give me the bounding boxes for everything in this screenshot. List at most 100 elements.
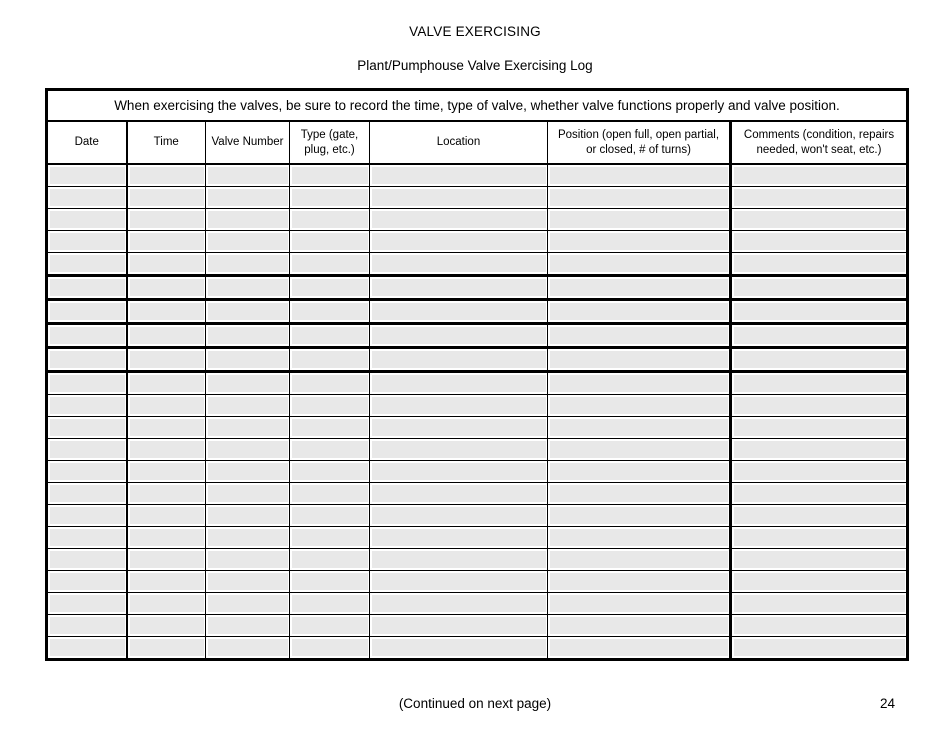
table-cell <box>289 504 370 527</box>
table-cell <box>547 636 731 660</box>
table-cell <box>289 636 370 660</box>
table-cell <box>46 592 127 615</box>
table-cell <box>205 416 290 439</box>
empty-cell-fill <box>208 351 288 368</box>
table-cell <box>547 163 731 187</box>
table-cell <box>125 186 206 209</box>
table-cell <box>729 614 908 637</box>
empty-cell-fill <box>50 397 125 414</box>
empty-cell-fill <box>734 551 905 568</box>
empty-cell-fill <box>208 419 288 436</box>
empty-cell-fill <box>734 397 905 414</box>
table-cell <box>205 636 290 660</box>
table-cell <box>289 460 370 483</box>
table-cell <box>369 438 548 461</box>
table-cell <box>205 230 290 253</box>
empty-cell-fill <box>292 485 368 502</box>
empty-cell-fill <box>550 303 728 320</box>
empty-cell-fill <box>372 485 546 502</box>
empty-cell-fill <box>734 167 905 184</box>
empty-cell-fill <box>208 397 288 414</box>
table-row <box>46 416 908 439</box>
empty-cell-fill <box>50 529 125 546</box>
table-cell <box>46 186 127 209</box>
empty-cell-fill <box>292 419 368 436</box>
empty-cell-fill <box>372 595 546 612</box>
table-cell <box>729 346 908 372</box>
table-cell <box>125 526 206 549</box>
table-cell <box>125 252 206 276</box>
empty-cell-fill <box>550 595 728 612</box>
empty-cell-fill <box>734 595 905 612</box>
table-cell <box>205 208 290 231</box>
empty-cell-fill <box>550 211 728 228</box>
table-cell <box>369 208 548 231</box>
page-title: VALVE EXERCISING <box>409 24 541 39</box>
table-cell <box>205 370 290 395</box>
table-cell <box>46 163 127 187</box>
table-cell <box>289 592 370 615</box>
table-cell <box>289 274 370 300</box>
empty-cell-fill <box>129 233 204 250</box>
empty-cell-fill <box>550 485 728 502</box>
empty-cell-fill <box>50 639 125 656</box>
column-header-comments: Comments (condition, repairs needed, won… <box>729 120 908 165</box>
empty-cell-fill <box>550 189 728 206</box>
table-cell <box>289 298 370 324</box>
empty-cell-fill <box>292 617 368 634</box>
table-cell <box>205 438 290 461</box>
empty-cell-fill <box>550 441 728 458</box>
table-cell <box>46 636 127 660</box>
table-row <box>46 274 908 300</box>
empty-cell-fill <box>292 351 368 368</box>
table-cell <box>125 592 206 615</box>
table-body <box>46 163 908 660</box>
table-cell <box>729 252 908 276</box>
table-cell <box>729 274 908 300</box>
table-row <box>46 614 908 637</box>
empty-cell-fill <box>292 639 368 656</box>
empty-cell-fill <box>550 507 728 524</box>
empty-cell-fill <box>208 573 288 590</box>
table-cell <box>289 394 370 417</box>
table-cell <box>289 322 370 348</box>
table-cell <box>369 614 548 637</box>
empty-cell-fill <box>129 279 204 296</box>
empty-cell-fill <box>372 441 546 458</box>
empty-cell-fill <box>734 529 905 546</box>
empty-cell-fill <box>372 507 546 524</box>
empty-cell-fill <box>208 255 288 272</box>
table-cell <box>729 322 908 348</box>
table-cell <box>369 346 548 372</box>
empty-cell-fill <box>372 375 546 392</box>
table-cell <box>369 570 548 593</box>
table-row <box>46 346 908 372</box>
empty-cell-fill <box>734 441 905 458</box>
table-cell <box>369 230 548 253</box>
table-cell <box>729 548 908 571</box>
empty-cell-fill <box>734 255 905 272</box>
empty-cell-fill <box>129 419 204 436</box>
empty-cell-fill <box>208 375 288 392</box>
empty-cell-fill <box>50 189 125 206</box>
table-cell <box>46 252 127 276</box>
table-cell <box>547 322 731 348</box>
table-cell <box>125 504 206 527</box>
table-cell <box>547 570 731 593</box>
table-cell <box>729 208 908 231</box>
table-cell <box>369 548 548 571</box>
empty-cell-fill <box>292 327 368 344</box>
empty-cell-fill <box>208 303 288 320</box>
table-cell <box>205 298 290 324</box>
table-cell <box>46 504 127 527</box>
table-cell <box>729 163 908 187</box>
table-row <box>46 322 908 348</box>
table-cell <box>205 346 290 372</box>
table-cell <box>125 208 206 231</box>
column-header-position: Position (open full, open partial, or cl… <box>547 120 731 165</box>
empty-cell-fill <box>129 551 204 568</box>
table-row <box>46 504 908 527</box>
table-row <box>46 163 908 187</box>
table-cell <box>369 504 548 527</box>
table-cell <box>205 548 290 571</box>
